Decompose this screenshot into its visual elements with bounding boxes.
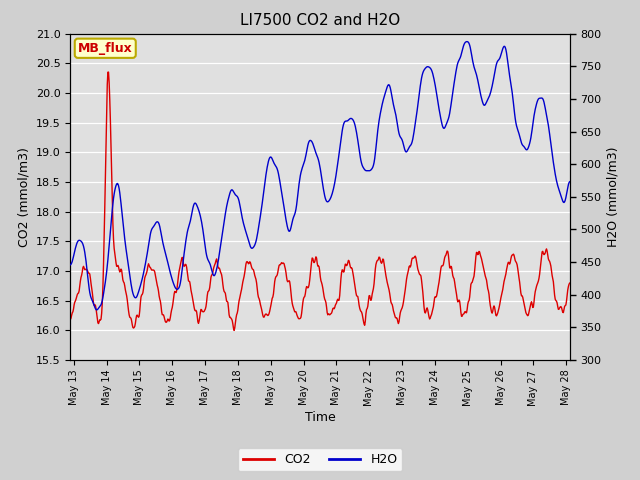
CO2 — [371, 274, 378, 280]
CO2 — [230, 327, 238, 333]
X-axis label: Time: Time — [305, 411, 335, 424]
H2O — [93, 307, 100, 313]
CO2 — [447, 265, 454, 271]
H2O — [566, 179, 573, 185]
CO2 — [498, 292, 506, 298]
H2O — [446, 110, 454, 116]
CO2 — [105, 69, 113, 75]
CO2 — [358, 309, 365, 315]
H2O — [98, 300, 106, 306]
Line: CO2: CO2 — [70, 72, 570, 330]
H2O — [463, 39, 471, 45]
H2O — [357, 157, 365, 163]
CO2 — [97, 316, 105, 322]
CO2 — [566, 280, 573, 286]
Title: LI7500 CO2 and H2O: LI7500 CO2 and H2O — [240, 13, 400, 28]
H2O — [385, 82, 393, 88]
H2O — [498, 50, 506, 56]
Y-axis label: CO2 (mmol/m3): CO2 (mmol/m3) — [17, 147, 30, 247]
H2O — [370, 160, 378, 166]
CO2 — [386, 290, 394, 296]
Text: MB_flux: MB_flux — [78, 42, 132, 55]
Legend: CO2, H2O: CO2, H2O — [237, 448, 403, 471]
CO2 — [67, 317, 74, 323]
Y-axis label: H2O (mmol/m3): H2O (mmol/m3) — [607, 146, 620, 247]
H2O — [67, 262, 74, 268]
Line: H2O: H2O — [70, 42, 570, 310]
